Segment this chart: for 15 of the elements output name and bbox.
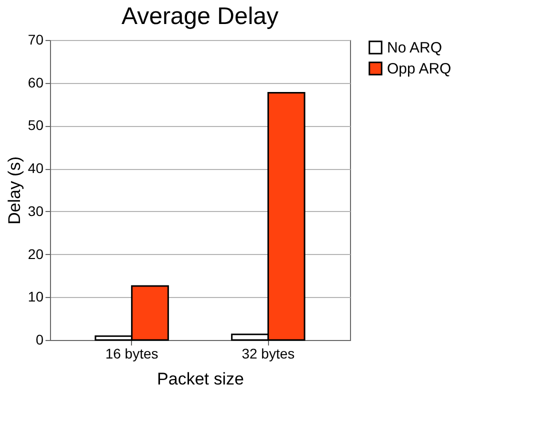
chart-title: Average Delay (122, 3, 278, 30)
x-tick-label: 16 bytes (105, 346, 158, 362)
y-tick-label: 0 (36, 332, 44, 348)
y-axis-title: Delay (s) (4, 156, 24, 225)
legend-label: No ARQ (387, 40, 442, 56)
y-tick-label: 60 (28, 74, 44, 90)
y-tick-label: 40 (28, 160, 44, 176)
y-tick-label: 70 (28, 32, 44, 48)
y-tick-label: 20 (28, 246, 44, 262)
x-tick-label: 32 bytes (242, 346, 295, 362)
y-tick-label: 30 (28, 202, 44, 219)
y-tick-label: 10 (28, 288, 44, 305)
x-axis-title: Packet size (157, 370, 244, 388)
y-tick-label: 50 (28, 117, 44, 134)
legend-label: Opp ARQ (387, 60, 452, 78)
